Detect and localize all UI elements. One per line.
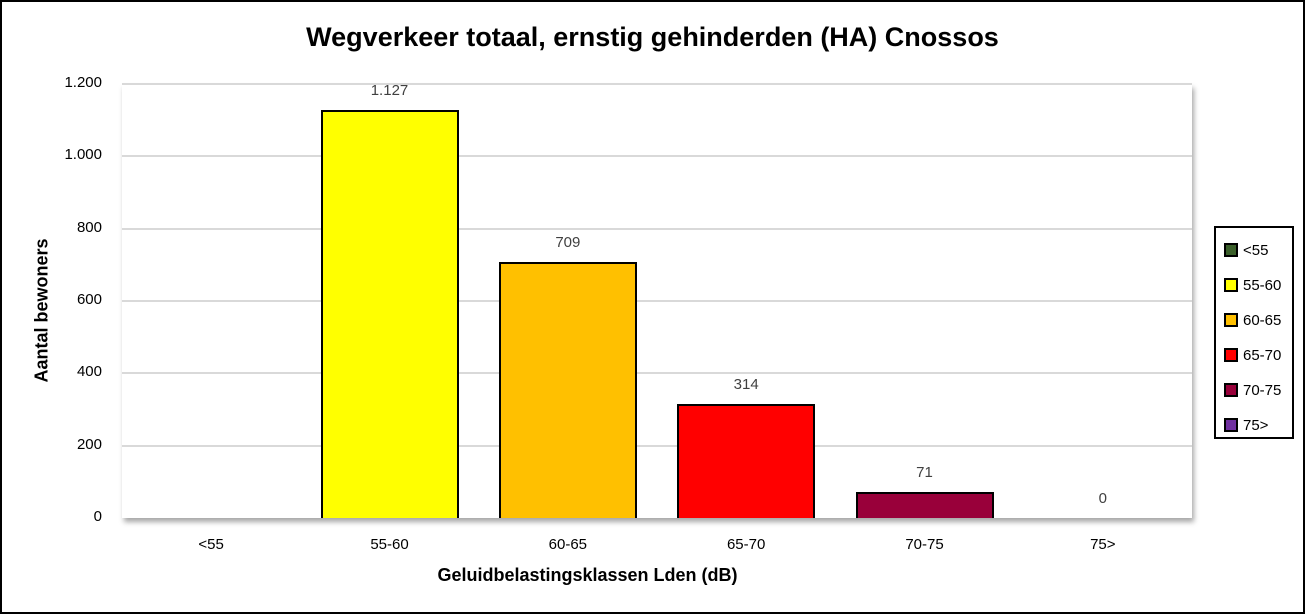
bar-65-70 — [677, 404, 816, 518]
y-tick-label: 600 — [76, 291, 102, 308]
bar-55-60 — [320, 110, 459, 518]
bar-70-75 — [855, 492, 994, 518]
y-tick-label: 1.200 — [64, 74, 102, 91]
data-label: 71 — [916, 464, 933, 482]
gridline — [122, 372, 1192, 375]
legend-swatch-icon — [1224, 243, 1238, 257]
x-tick-label: 55-60 — [370, 536, 409, 553]
legend-label: <55 — [1243, 241, 1269, 259]
x-tick-label: 70-75 — [905, 536, 944, 553]
bar-60-65 — [498, 261, 637, 518]
x-axis-label: Geluidbelastingsklassen Lden (dB) — [437, 565, 738, 585]
x-tick-label: 75> — [1090, 536, 1116, 553]
legend-item: 60-65 — [1224, 310, 1281, 330]
gridline — [122, 83, 1192, 85]
legend-swatch-icon — [1224, 348, 1238, 362]
gridline — [122, 227, 1192, 230]
gridline — [122, 155, 1192, 158]
y-tick-label: 1.000 — [64, 146, 102, 164]
legend-item: <55 — [1224, 240, 1268, 260]
legend-label: 75> — [1243, 416, 1269, 434]
legend-label: 65-70 — [1243, 346, 1282, 364]
data-label: 1.127 — [370, 82, 409, 100]
legend-swatch-icon — [1224, 313, 1238, 327]
x-tick-label: 60-65 — [548, 536, 588, 553]
legend-item: 70-75 — [1224, 380, 1281, 400]
legend: <55 55-60 60-65 65-70 70-75 75> — [1214, 226, 1294, 439]
legend-label: 55-60 — [1243, 276, 1282, 294]
x-tick-label: <55 — [198, 536, 224, 553]
gridline — [122, 300, 1192, 302]
data-label: 0 — [1098, 490, 1107, 507]
chart-title: Wegverkeer totaal, ernstig gehinderden (… — [306, 22, 999, 52]
y-tick-label: 0 — [93, 508, 102, 525]
legend-swatch-icon — [1224, 383, 1238, 397]
y-tick-label: 400 — [76, 363, 102, 381]
legend-swatch-icon — [1224, 278, 1238, 292]
legend-item: 75> — [1224, 415, 1268, 435]
y-tick-label: 800 — [76, 218, 102, 236]
y-tick-label: 200 — [76, 435, 102, 453]
data-label: 709 — [555, 233, 581, 251]
legend-item: 65-70 — [1224, 345, 1281, 365]
legend-item: 55-60 — [1224, 275, 1281, 295]
x-tick-label: 65-70 — [726, 536, 766, 553]
plot-area: 1.127 709 314 71 0 — [122, 82, 1192, 518]
legend-label: 60-65 — [1243, 311, 1282, 329]
data-label: 314 — [733, 376, 759, 394]
gridline — [122, 444, 1192, 447]
legend-label: 70-75 — [1243, 381, 1282, 399]
legend-swatch-icon — [1224, 418, 1238, 432]
